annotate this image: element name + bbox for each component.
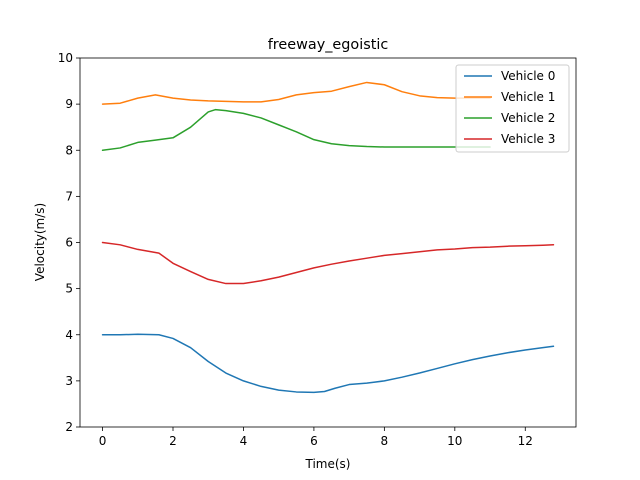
x-tick-label: 10	[447, 434, 462, 448]
y-tick-label: 10	[58, 51, 73, 65]
series-layer	[101, 81, 555, 394]
y-tick-label: 3	[65, 374, 73, 388]
y-tick-label: 4	[65, 328, 73, 342]
axes-layer: 0 2 4 6 8 10 12 2 3 4 5 6 7 8 9 10	[58, 51, 577, 448]
x-tick-label: 8	[381, 434, 389, 448]
x-axis-label: Time(s)	[305, 457, 351, 471]
x-tick-label: 2	[169, 434, 177, 448]
x-tick-label: 12	[518, 434, 533, 448]
y-tick-label: 9	[65, 97, 73, 111]
x-tick-label: 0	[99, 434, 107, 448]
y-tick-label: 8	[65, 143, 73, 157]
legend: Vehicle 0 Vehicle 1 Vehicle 2 Vehicle 3	[455, 64, 570, 153]
legend-label-vehicle-2: Vehicle 2	[501, 111, 555, 125]
chart-title: freeway_egoistic	[268, 37, 389, 53]
legend-label-vehicle-1: Vehicle 1	[501, 90, 555, 104]
legend-label-vehicle-0: Vehicle 0	[501, 69, 555, 83]
series-line-vehicle-3	[101, 241, 555, 285]
y-tick-label: 5	[65, 282, 73, 296]
y-axis-label: Velocity(m/s)	[33, 203, 47, 281]
series-line-vehicle-0	[101, 333, 555, 394]
series-line-vehicle-1	[101, 81, 491, 105]
legend-box	[455, 64, 570, 153]
x-tick-label: 6	[310, 434, 318, 448]
y-tick-label: 7	[65, 189, 73, 203]
x-tick-label: 4	[240, 434, 248, 448]
y-tick-label: 2	[65, 420, 73, 434]
legend-label-vehicle-3: Vehicle 3	[501, 132, 555, 146]
series-line-vehicle-2	[101, 108, 491, 151]
y-tick-label: 6	[65, 236, 73, 250]
